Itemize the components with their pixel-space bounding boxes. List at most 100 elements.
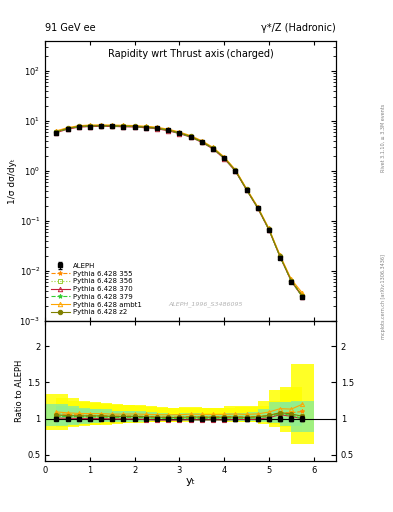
Pythia 6.428 ambt1: [155, 124, 160, 131]
Pythia 6.428 356: [54, 129, 59, 135]
Pythia 6.428 370: [177, 131, 182, 137]
Pythia 6.428 370: [255, 205, 260, 211]
Pythia 6.428 356: [278, 253, 283, 260]
Pythia 6.428 370: [99, 123, 103, 130]
Pythia 6.428 379: [255, 205, 260, 211]
Text: 91 GeV ee: 91 GeV ee: [45, 23, 96, 33]
Pythia 6.428 379: [278, 253, 283, 260]
Pythia 6.428 370: [54, 130, 59, 136]
Pythia 6.428 355: [255, 204, 260, 210]
Pythia 6.428 355: [65, 125, 70, 131]
Pythia 6.428 355: [76, 123, 81, 129]
Pythia 6.428 356: [211, 145, 215, 152]
Pythia 6.428 355: [143, 124, 148, 130]
Pythia 6.428 356: [266, 226, 271, 232]
Pythia 6.428 370: [300, 294, 305, 300]
Pythia 6.428 z2: [199, 138, 204, 144]
Pythia 6.428 z2: [54, 129, 59, 135]
Pythia 6.428 379: [199, 139, 204, 145]
Pythia 6.428 379: [155, 125, 160, 132]
Pythia 6.428 ambt1: [121, 122, 126, 129]
Pythia 6.428 ambt1: [54, 128, 59, 134]
Pythia 6.428 355: [166, 127, 171, 133]
Pythia 6.428 379: [188, 134, 193, 140]
Pythia 6.428 356: [289, 278, 294, 284]
Pythia 6.428 356: [177, 130, 182, 136]
Pythia 6.428 379: [233, 167, 238, 174]
Pythia 6.428 379: [143, 124, 148, 131]
Pythia 6.428 356: [188, 134, 193, 140]
Pythia 6.428 379: [99, 123, 103, 129]
Pythia 6.428 z2: [65, 125, 70, 132]
Pythia 6.428 ambt1: [88, 122, 92, 128]
Pythia 6.428 379: [166, 127, 171, 133]
Pythia 6.428 z2: [188, 133, 193, 139]
Pythia 6.428 356: [121, 123, 126, 130]
Pythia 6.428 z2: [244, 186, 249, 193]
Pythia 6.428 ambt1: [211, 144, 215, 151]
Pythia 6.428 370: [222, 156, 226, 162]
Pythia 6.428 379: [266, 226, 271, 232]
Pythia 6.428 ambt1: [166, 126, 171, 132]
Pythia 6.428 355: [289, 277, 294, 283]
Pythia 6.428 356: [300, 293, 305, 300]
Pythia 6.428 355: [188, 133, 193, 139]
Pythia 6.428 ambt1: [300, 290, 305, 296]
Pythia 6.428 370: [244, 187, 249, 193]
Pythia 6.428 355: [132, 123, 137, 129]
Pythia 6.428 ambt1: [266, 225, 271, 231]
Pythia 6.428 ambt1: [177, 129, 182, 135]
Pythia 6.428 ambt1: [255, 204, 260, 210]
Pythia 6.428 370: [143, 125, 148, 131]
Pythia 6.428 355: [99, 122, 103, 129]
Pythia 6.428 355: [110, 122, 115, 129]
Pythia 6.428 355: [54, 129, 59, 135]
Pythia 6.428 379: [132, 123, 137, 130]
Pythia 6.428 ambt1: [188, 133, 193, 139]
Pythia 6.428 370: [166, 127, 171, 134]
Pythia 6.428 ambt1: [244, 185, 249, 191]
Pythia 6.428 355: [278, 253, 283, 260]
Pythia 6.428 z2: [110, 123, 115, 129]
Pythia 6.428 ambt1: [222, 154, 226, 160]
Pythia 6.428 370: [199, 139, 204, 145]
Pythia 6.428 379: [222, 155, 226, 161]
Pythia 6.428 370: [233, 168, 238, 174]
Pythia 6.428 355: [244, 186, 249, 193]
Pythia 6.428 ambt1: [76, 123, 81, 129]
Pythia 6.428 370: [88, 123, 92, 130]
Pythia 6.428 356: [132, 123, 137, 130]
Pythia 6.428 z2: [155, 125, 160, 131]
Pythia 6.428 z2: [143, 124, 148, 130]
Pythia 6.428 z2: [266, 226, 271, 232]
Pythia 6.428 379: [177, 130, 182, 136]
Pythia 6.428 355: [121, 123, 126, 129]
Pythia 6.428 355: [88, 122, 92, 129]
Pythia 6.428 ambt1: [278, 252, 283, 259]
Pythia 6.428 356: [143, 124, 148, 131]
Pythia 6.428 ambt1: [65, 124, 70, 131]
Line: Pythia 6.428 z2: Pythia 6.428 z2: [54, 123, 305, 298]
Line: Pythia 6.428 355: Pythia 6.428 355: [54, 123, 305, 297]
Pythia 6.428 355: [233, 167, 238, 174]
Pythia 6.428 379: [244, 186, 249, 193]
Pythia 6.428 ambt1: [99, 122, 103, 128]
Pythia 6.428 355: [211, 145, 215, 151]
Pythia 6.428 356: [233, 167, 238, 174]
X-axis label: yₜ: yₜ: [185, 476, 196, 486]
Pythia 6.428 370: [266, 227, 271, 233]
Pythia 6.428 z2: [233, 167, 238, 174]
Pythia 6.428 370: [155, 126, 160, 132]
Text: γ*/Z (Hadronic): γ*/Z (Hadronic): [261, 23, 336, 33]
Pythia 6.428 379: [289, 278, 294, 284]
Y-axis label: 1/σ dσ/dyₜ: 1/σ dσ/dyₜ: [7, 158, 17, 204]
Pythia 6.428 356: [255, 205, 260, 211]
Pythia 6.428 356: [65, 125, 70, 132]
Pythia 6.428 z2: [99, 122, 103, 129]
Pythia 6.428 z2: [255, 204, 260, 210]
Pythia 6.428 355: [177, 130, 182, 136]
Pythia 6.428 ambt1: [143, 123, 148, 130]
Pythia 6.428 z2: [76, 123, 81, 130]
Pythia 6.428 ambt1: [233, 166, 238, 173]
Pythia 6.428 ambt1: [199, 138, 204, 144]
